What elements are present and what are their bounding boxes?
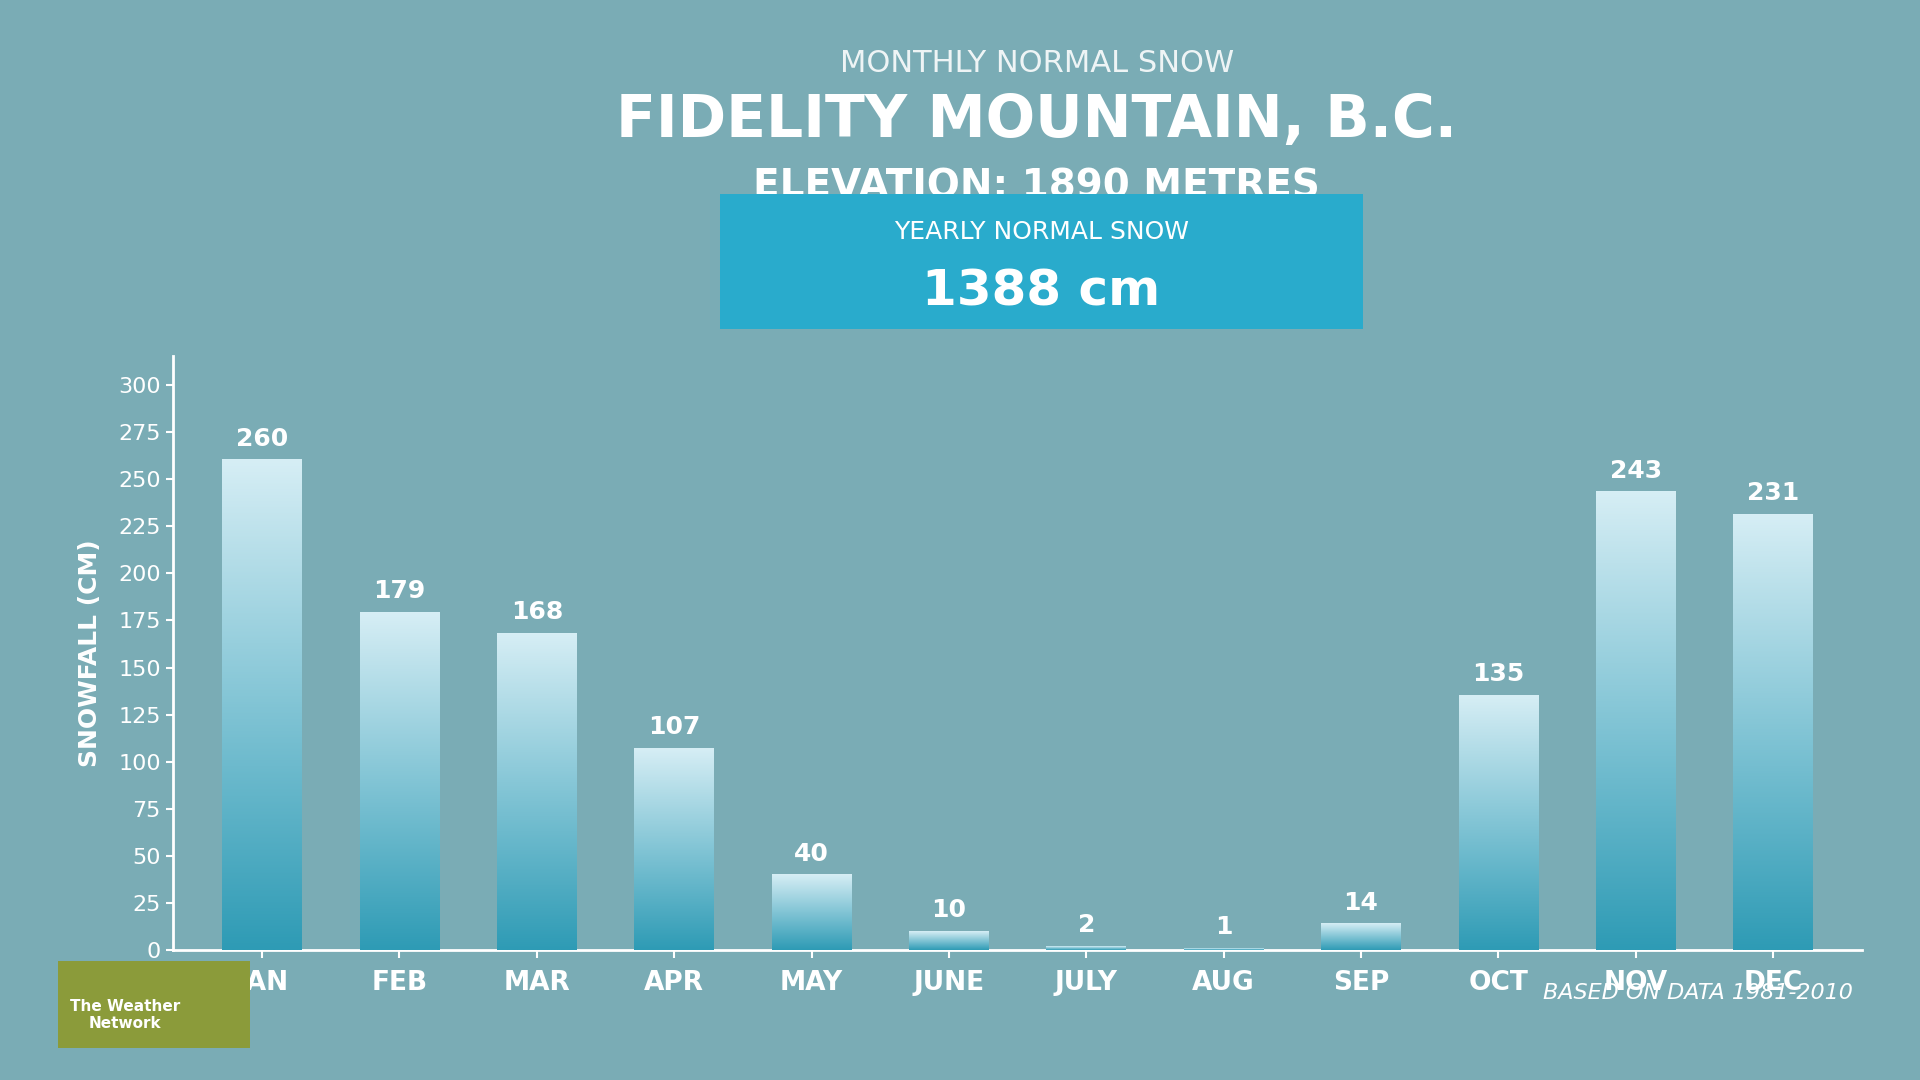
- Text: 260: 260: [236, 427, 288, 450]
- Text: 2: 2: [1077, 914, 1094, 937]
- Text: 179: 179: [372, 580, 426, 604]
- Text: The Weather
Network: The Weather Network: [69, 999, 180, 1031]
- Text: ELEVATION: 1890 METRES: ELEVATION: 1890 METRES: [753, 167, 1321, 205]
- Text: 1: 1: [1215, 915, 1233, 940]
- Text: 135: 135: [1473, 662, 1524, 687]
- Text: FIDELITY MOUNTAIN, B.C.: FIDELITY MOUNTAIN, B.C.: [616, 92, 1457, 149]
- Text: 168: 168: [511, 600, 563, 624]
- Text: MONTHLY NORMAL SNOW: MONTHLY NORMAL SNOW: [839, 49, 1235, 78]
- Text: BASED ON DATA 1981-2010: BASED ON DATA 1981-2010: [1544, 983, 1853, 1003]
- Y-axis label: SNOWFALL (CM): SNOWFALL (CM): [77, 540, 102, 767]
- Text: 243: 243: [1609, 459, 1663, 483]
- Text: 107: 107: [647, 715, 701, 739]
- Text: YEARLY NORMAL SNOW: YEARLY NORMAL SNOW: [895, 220, 1188, 244]
- Text: 10: 10: [931, 899, 966, 922]
- Text: 1388 cm: 1388 cm: [922, 268, 1162, 315]
- Text: 40: 40: [795, 841, 829, 865]
- Text: 231: 231: [1747, 482, 1799, 505]
- Text: 14: 14: [1344, 891, 1379, 915]
